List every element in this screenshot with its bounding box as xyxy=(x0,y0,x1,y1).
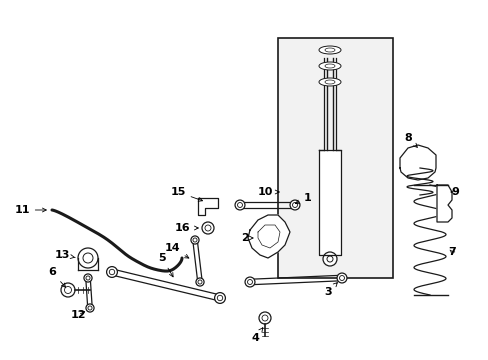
Circle shape xyxy=(235,200,244,210)
Ellipse shape xyxy=(318,62,340,70)
Circle shape xyxy=(196,278,203,286)
Text: 8: 8 xyxy=(403,133,416,147)
Text: 11: 11 xyxy=(14,205,46,215)
Ellipse shape xyxy=(318,78,340,86)
Polygon shape xyxy=(247,215,289,258)
Text: 15: 15 xyxy=(170,187,202,201)
Text: 12: 12 xyxy=(70,310,85,320)
Circle shape xyxy=(84,274,92,282)
Circle shape xyxy=(106,267,117,278)
Circle shape xyxy=(202,222,214,234)
Circle shape xyxy=(86,304,94,312)
Circle shape xyxy=(336,273,346,283)
Text: 16: 16 xyxy=(175,223,198,233)
Circle shape xyxy=(289,200,299,210)
Text: 13: 13 xyxy=(54,250,75,260)
Circle shape xyxy=(259,312,270,324)
Polygon shape xyxy=(198,198,218,215)
Circle shape xyxy=(61,283,75,297)
Text: 9: 9 xyxy=(450,187,458,197)
Circle shape xyxy=(244,277,254,287)
Text: 7: 7 xyxy=(447,247,455,257)
Circle shape xyxy=(78,248,98,268)
Text: 3: 3 xyxy=(324,283,337,297)
Polygon shape xyxy=(318,150,340,255)
Text: 14: 14 xyxy=(164,243,188,258)
Circle shape xyxy=(190,236,199,244)
Text: 2: 2 xyxy=(241,233,253,243)
Text: 5: 5 xyxy=(158,253,173,277)
Bar xyxy=(278,38,392,278)
Text: 10: 10 xyxy=(257,187,279,197)
Text: 6: 6 xyxy=(48,267,65,287)
Ellipse shape xyxy=(318,46,340,54)
Text: 4: 4 xyxy=(250,328,263,343)
Circle shape xyxy=(323,252,336,266)
Polygon shape xyxy=(399,145,435,180)
Text: 1: 1 xyxy=(295,193,311,204)
Polygon shape xyxy=(436,185,451,222)
Circle shape xyxy=(214,293,225,303)
